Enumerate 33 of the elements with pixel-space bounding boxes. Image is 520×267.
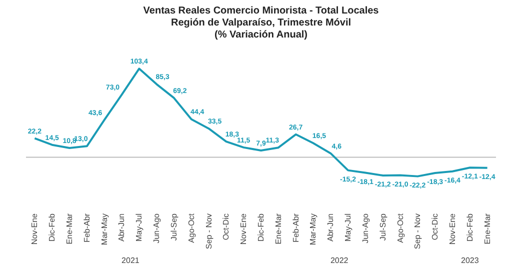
text: 2021: [122, 256, 140, 265]
x-tick-label: Oct-Dic: [222, 214, 231, 240]
x-tick-label: Jun-Ago: [152, 212, 162, 244]
x-tick-label: Mar-May: [308, 214, 318, 246]
text: 2023: [460, 256, 480, 265]
x-tick-label: Dic-Feb: [256, 212, 266, 242]
x-tick-label: Jul-Sep: [378, 212, 388, 241]
x-tick-label: Jun-Ago: [360, 212, 370, 244]
x-tick-label: Ene-Mar: [482, 213, 492, 244]
x-tick-label: Ene-Mar: [65, 213, 74, 244]
text: 2022: [330, 256, 349, 265]
x-tick-label: Sep - Nov: [413, 214, 422, 250]
x-tick-label: Feb-Abr: [82, 213, 92, 242]
x-tick-label: Dic-Feb: [465, 212, 474, 242]
x-tick-label: Dic-Feb: [48, 212, 57, 242]
x-tick-label: Nov-Ene: [30, 212, 40, 245]
x-tick-label: Nov-Ene: [239, 212, 248, 245]
x-tick-label: Abr-Jun: [117, 214, 126, 242]
x-tick-label: May-Jul: [134, 213, 144, 242]
x-tick-label: Mar-May: [100, 214, 109, 246]
x-tick-label: Jul-Sep: [169, 212, 178, 241]
x-tick-label: Abr-Jun: [326, 214, 336, 242]
x-tick-label: May-Jul: [344, 213, 353, 242]
x-tick-label: Oct-Dic: [430, 214, 440, 240]
text: Región de Valparaíso, Trimestre Móvil: [170, 18, 352, 29]
x-tick-label: Ago-Oct: [186, 212, 196, 243]
text: Ventas Reales Comercio Minorista - Total Locales: [143, 6, 379, 17]
x-tick-label: Nov-Ene: [448, 212, 457, 245]
x-tick-label: Feb-Abr: [291, 213, 300, 242]
x-tick-label: Ene-Mar: [274, 213, 283, 244]
text: (% Variación Anual): [214, 30, 308, 41]
x-tick-label: Sep - Nov: [204, 214, 214, 250]
x-tick-label: Ago-Oct: [396, 212, 405, 243]
